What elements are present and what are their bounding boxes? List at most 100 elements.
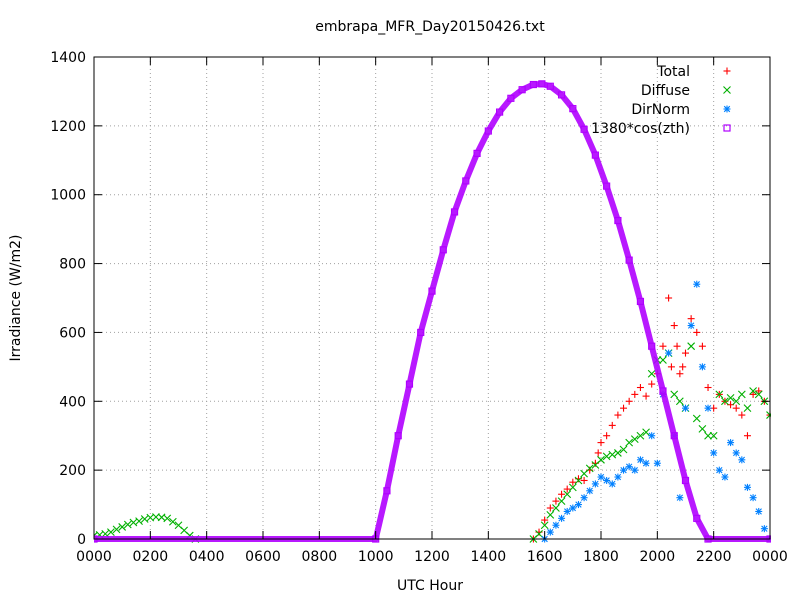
x-b	[698, 424, 707, 433]
data-point	[123, 520, 132, 529]
data-point	[749, 390, 757, 398]
x-tick-label: 0600	[245, 549, 281, 565]
chart-title: embrapa_MFR_Day20150426.txt	[315, 19, 545, 35]
data-point	[557, 91, 566, 99]
star-b	[642, 460, 650, 467]
legend-swatch	[723, 67, 731, 75]
x-b	[552, 504, 560, 512]
x-b	[168, 517, 177, 526]
star-b	[614, 473, 622, 481]
data-point	[168, 517, 177, 526]
star-b	[699, 363, 706, 371]
data-point	[738, 411, 746, 419]
star-b	[704, 404, 712, 412]
data-point	[625, 256, 633, 264]
star-b	[749, 494, 757, 501]
x-b	[608, 450, 617, 459]
x-b	[709, 431, 718, 440]
x-axis-label: UTC Hour	[397, 578, 463, 594]
data-point	[749, 494, 757, 502]
data-point	[631, 390, 639, 398]
x-b	[574, 476, 583, 485]
data-point	[529, 80, 538, 89]
x-b	[726, 393, 735, 402]
star-b	[631, 466, 638, 474]
star-b	[637, 456, 644, 464]
data-point	[462, 177, 470, 185]
x-b	[670, 390, 679, 399]
data-point	[580, 125, 588, 133]
data-point	[659, 387, 667, 395]
star-b	[733, 449, 740, 457]
data-point	[760, 525, 768, 533]
star-b	[575, 501, 582, 508]
data-point	[679, 363, 687, 371]
series-layer	[94, 80, 771, 543]
x-tick-label: 0000	[76, 549, 112, 565]
star-b	[586, 487, 593, 494]
series-total	[529, 294, 771, 543]
data-point	[394, 432, 402, 440]
data-point	[659, 356, 667, 364]
star-b	[665, 349, 672, 357]
x-b	[540, 521, 549, 530]
x-b	[715, 390, 724, 399]
data-point	[755, 387, 763, 395]
data-point	[631, 466, 639, 474]
star-b	[648, 432, 655, 439]
data-point	[732, 404, 740, 412]
x-tick-label: 0000	[752, 549, 788, 565]
data-point	[732, 449, 740, 457]
x-b	[112, 525, 121, 534]
data-point	[647, 369, 656, 378]
data-point	[659, 342, 667, 350]
data-point	[625, 397, 633, 405]
data-point	[535, 529, 543, 538]
data-point	[563, 485, 571, 493]
data-point	[163, 514, 172, 523]
y-tick-label: 0	[77, 532, 86, 548]
star-b	[744, 484, 751, 491]
data-point	[135, 517, 143, 525]
data-point	[687, 322, 695, 330]
x-tick-label: 0800	[302, 549, 338, 565]
data-point	[602, 452, 611, 461]
data-point	[692, 414, 701, 423]
data-point	[670, 432, 678, 440]
x-b	[174, 521, 183, 530]
data-point	[755, 507, 763, 515]
data-point	[546, 82, 554, 90]
star-b	[738, 456, 746, 464]
data-point	[417, 328, 425, 337]
data-point	[648, 432, 656, 440]
data-point	[721, 473, 729, 481]
star-b	[687, 322, 695, 329]
star-b	[564, 508, 571, 515]
star-b	[654, 460, 661, 467]
data-point	[597, 439, 605, 447]
star-b	[558, 515, 565, 522]
legend-label: Diffuse	[641, 83, 690, 99]
data-point	[597, 473, 605, 481]
y-tick-label: 1000	[50, 188, 86, 204]
data-point	[107, 528, 115, 537]
x-tick-label: 0400	[189, 549, 225, 565]
x-b	[118, 523, 127, 531]
star-b	[755, 508, 762, 515]
data-point	[630, 435, 639, 444]
data-point	[710, 449, 718, 457]
legend-swatch	[723, 105, 731, 113]
legend-label: 1380*cos(zth)	[591, 121, 690, 137]
x-b	[704, 431, 712, 440]
data-point	[552, 497, 560, 505]
data-point	[676, 494, 684, 502]
data-point	[591, 151, 599, 159]
x-b	[723, 86, 731, 94]
curve-line	[94, 80, 771, 542]
x-b	[642, 428, 650, 437]
x-tick-label: 2200	[696, 549, 732, 565]
data-point	[715, 390, 724, 399]
legend-swatch	[723, 86, 731, 94]
data-point	[670, 322, 678, 330]
